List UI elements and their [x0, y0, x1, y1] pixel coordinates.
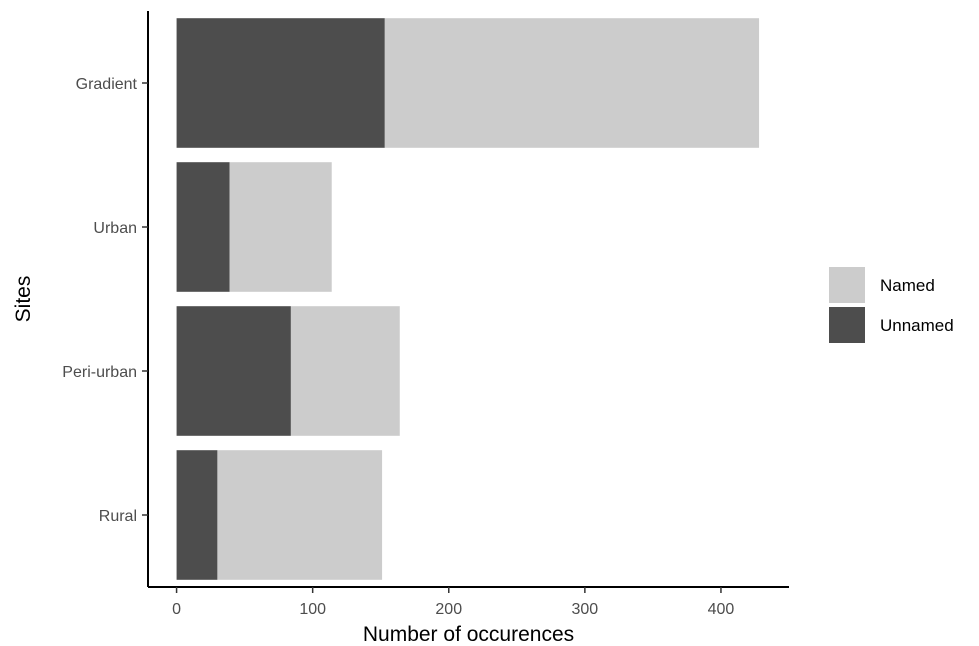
legend-key-named: [829, 267, 865, 303]
x-tick-label: 300: [572, 601, 599, 618]
y-axis-title: Sites: [12, 276, 35, 323]
bar-gradient-named: [384, 18, 760, 148]
x-tick-label: 200: [435, 601, 462, 618]
bar-rural-named: [217, 450, 383, 580]
bar-peri-urban-named: [290, 306, 400, 436]
bar-urban-named: [229, 162, 332, 292]
y-axis-ticks: Rural Peri-urban Urban Gradient: [62, 76, 148, 525]
legend-key-unnamed: [829, 307, 865, 343]
legend: Named Unnamed: [829, 267, 954, 343]
y-tick-label: Gradient: [76, 76, 138, 93]
y-tick-label: Peri-urban: [62, 364, 137, 381]
legend-label-named: Named: [880, 276, 935, 295]
y-tick-label: Urban: [93, 220, 137, 237]
y-tick-label: Rural: [99, 508, 137, 525]
x-axis-ticks: 0 100 200 300 400: [172, 587, 734, 618]
x-tick-label: 100: [299, 601, 326, 618]
bar-urban-unnamed: [176, 162, 230, 292]
bar-peri-urban-unnamed: [176, 306, 291, 436]
x-tick-label: 400: [708, 601, 735, 618]
bars-layer: [176, 18, 760, 580]
x-axis-title: Number of occurences: [363, 623, 574, 646]
bar-rural-unnamed: [176, 450, 218, 580]
bar-gradient-unnamed: [176, 18, 385, 148]
x-tick-label: 0: [172, 601, 181, 618]
legend-label-unnamed: Unnamed: [880, 316, 954, 335]
